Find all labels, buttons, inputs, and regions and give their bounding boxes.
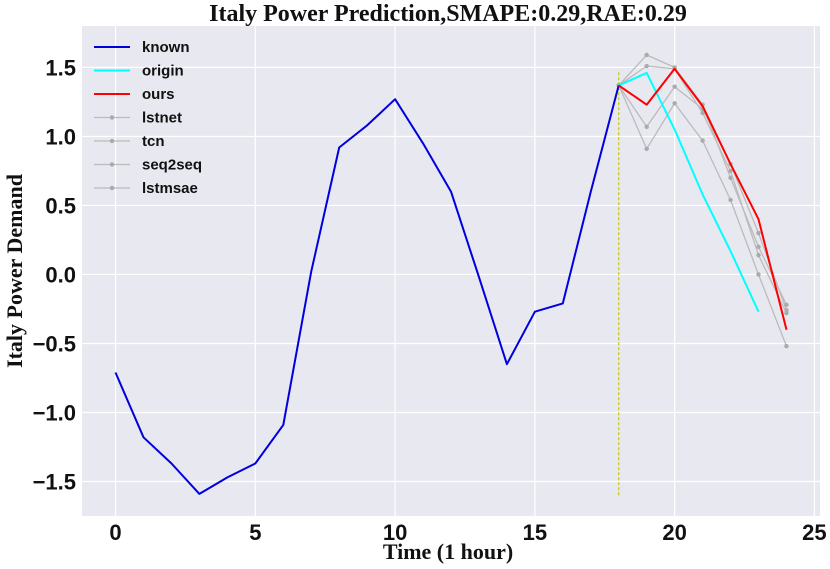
data-point-tcn [728, 197, 733, 203]
legend-marker-lstmsae [109, 185, 115, 191]
x-axis-label: Time (1 hour) [383, 539, 513, 564]
y-tick-label: 0.0 [45, 262, 76, 287]
data-point-seq2seq [784, 302, 789, 308]
data-point-tcn [756, 272, 761, 277]
y-tick-label: 1.0 [45, 124, 76, 149]
y-axis-label: Italy Power Demand [2, 174, 27, 368]
legend-label-seq2seq: seq2seq [142, 157, 202, 174]
series-line-ours [618, 67, 788, 330]
data-point-tcn [644, 146, 649, 152]
x-tick-label: 25 [802, 520, 826, 545]
legend-marker-tcn [109, 138, 115, 144]
data-point-seq2seq [644, 52, 649, 58]
plot-area [82, 26, 820, 516]
y-tick-label: −1.0 [33, 400, 76, 425]
data-point-lstnet [756, 230, 761, 236]
chart-title: Italy Power Prediction,SMAPE:0.29,RAE:0.… [209, 1, 687, 27]
x-tick-label: 20 [662, 520, 686, 545]
data-point-lstmsae [644, 63, 649, 69]
series-line-origin [618, 71, 760, 313]
y-tick-label: −1.5 [33, 469, 76, 494]
data-point-tcn [700, 138, 705, 143]
legend-label-known: known [142, 39, 190, 56]
y-tick-label: −0.5 [33, 331, 76, 356]
x-tick-label: 0 [109, 520, 121, 545]
data-point-tcn [672, 101, 677, 106]
data-point-lstnet [644, 124, 649, 129]
y-tick-label: 0.5 [45, 193, 76, 218]
axis-ticks: 0 5 10 15 20 25 −1.5 −1.0 −0.5 0.0 0.5 1.0 1.5 [33, 55, 827, 545]
legend-label-lstnet: lstnet [142, 110, 182, 127]
data-point-tcn [784, 344, 789, 349]
legend-label-ours: ours [142, 86, 175, 103]
data-point-lstnet [672, 84, 677, 89]
legend-label-origin: origin [142, 63, 184, 80]
series-layer [114, 52, 789, 495]
legend-label-lstmsae: lstmsae [142, 180, 198, 197]
legend: known origin ours lstnet tcn seq2seq lstmsae [94, 39, 202, 197]
x-tick-label: 15 [523, 520, 547, 545]
data-point-lstmsae [784, 310, 789, 316]
data-point-seq2seq [756, 244, 761, 250]
legend-marker-lstnet [109, 115, 115, 120]
x-tick-label: 5 [249, 520, 261, 545]
grid [82, 26, 820, 516]
x-tick-label: 10 [383, 520, 407, 545]
legend-marker-seq2seq [109, 162, 115, 167]
data-point-lstmsae [756, 252, 761, 258]
data-point-lstmsae [728, 168, 733, 174]
data-point-seq2seq [728, 175, 733, 181]
data-point-lstmsae [700, 110, 705, 116]
legend-label-tcn: tcn [142, 133, 165, 150]
y-tick-label: 1.5 [45, 55, 76, 80]
series-line-known [114, 85, 620, 495]
